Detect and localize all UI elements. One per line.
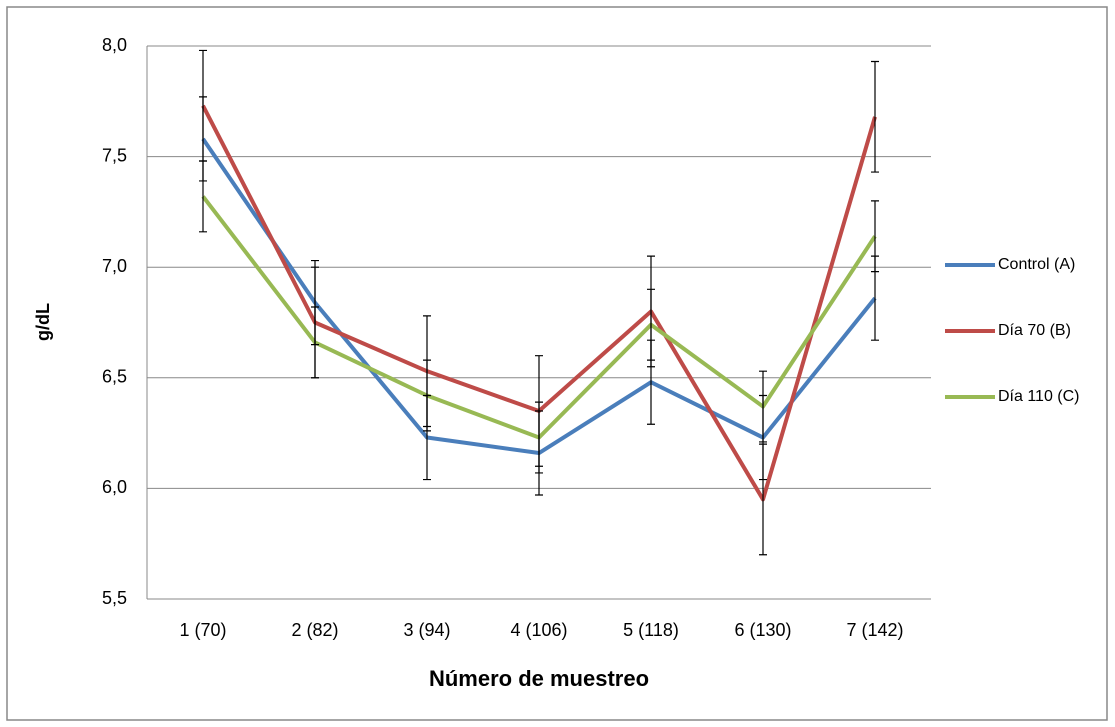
x-tick-label: 2 (82) xyxy=(291,620,338,640)
error-bar xyxy=(647,288,655,361)
error-bar xyxy=(759,443,767,556)
y-tick-label: 6,0 xyxy=(102,477,127,497)
error-bar xyxy=(423,359,431,432)
legend-label: Día 110 (C) xyxy=(998,388,1080,405)
x-tick-label: 7 (142) xyxy=(846,620,903,640)
y-tick-label: 8,0 xyxy=(102,35,127,55)
error-bar xyxy=(535,401,543,474)
legend-label: Día 70 (B) xyxy=(998,322,1071,339)
x-tick-label: 3 (94) xyxy=(403,620,450,640)
x-tick-label: 6 (130) xyxy=(734,620,791,640)
y-tick-label: 7,5 xyxy=(102,145,127,165)
y-axis-label: g/dL xyxy=(33,303,53,341)
y-tick-label: 6,5 xyxy=(102,367,127,387)
chart-border xyxy=(6,6,1108,721)
error-bar xyxy=(871,60,879,173)
error-bar xyxy=(199,160,207,233)
y-tick-label: 7,0 xyxy=(102,256,127,276)
x-axis-label: Número de muestreo xyxy=(429,666,649,691)
error-bar xyxy=(871,200,879,273)
x-tick-label: 5 (118) xyxy=(623,620,679,640)
legend-label: Control (A) xyxy=(998,256,1075,273)
error-bar xyxy=(759,370,767,443)
x-tick-label: 1 (70) xyxy=(179,620,226,640)
y-tick-label: 5,5 xyxy=(102,588,127,608)
error-bar xyxy=(311,306,319,379)
x-tick-label: 4 (106) xyxy=(510,620,567,640)
